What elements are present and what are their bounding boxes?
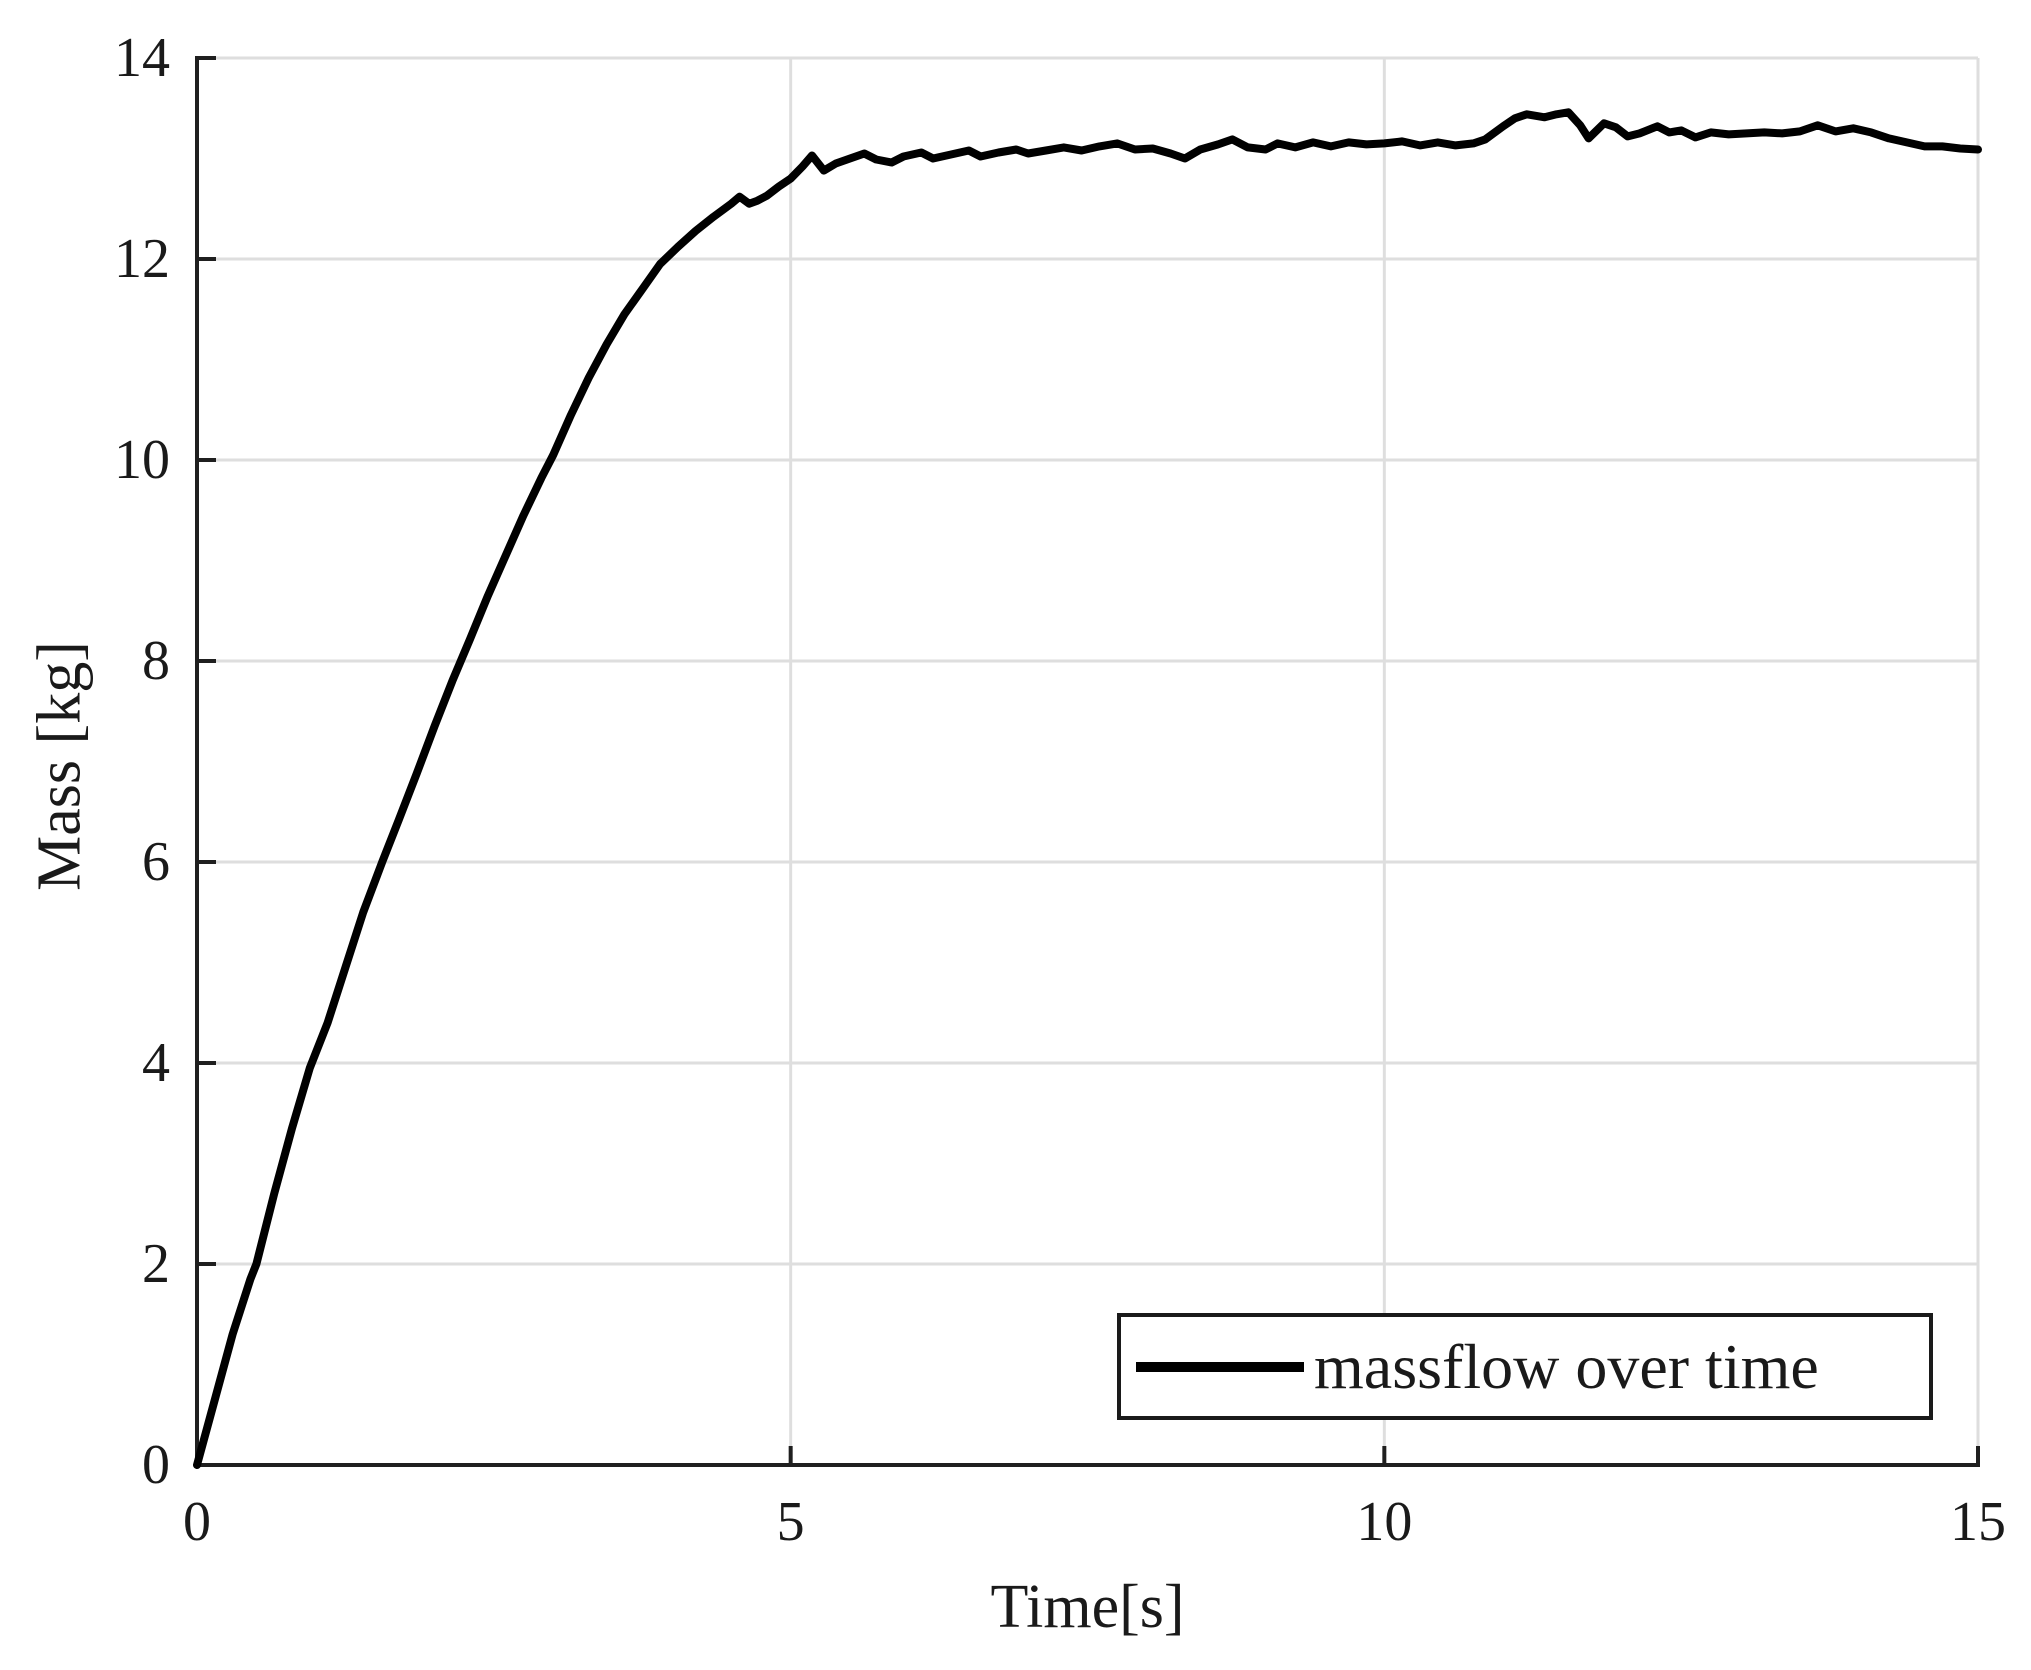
x-axis-label: Time[s] — [990, 1573, 1185, 1641]
legend-entry-label: massflow over time — [1314, 1330, 1819, 1402]
massflow-curve — [193, 108, 1982, 1469]
y-tick-label: 0 — [142, 1434, 170, 1496]
x-tick-label: 10 — [1356, 1491, 1413, 1553]
y-tick-label: 10 — [114, 429, 170, 491]
y-tick-label: 8 — [142, 630, 170, 692]
y-tick-label: 4 — [142, 1032, 170, 1094]
x-tick-label: 0 — [183, 1491, 211, 1553]
x-tick-label: 5 — [776, 1491, 805, 1553]
y-tick-label: 14 — [114, 27, 170, 89]
legend: massflow over time — [1117, 1313, 1933, 1420]
y-tick-label: 6 — [142, 831, 170, 893]
y-tick-label: 12 — [114, 228, 170, 290]
x-tick-label: 15 — [1950, 1491, 2006, 1553]
y-tick-label: 2 — [142, 1233, 170, 1295]
legend-line-sample — [1136, 1361, 1304, 1372]
